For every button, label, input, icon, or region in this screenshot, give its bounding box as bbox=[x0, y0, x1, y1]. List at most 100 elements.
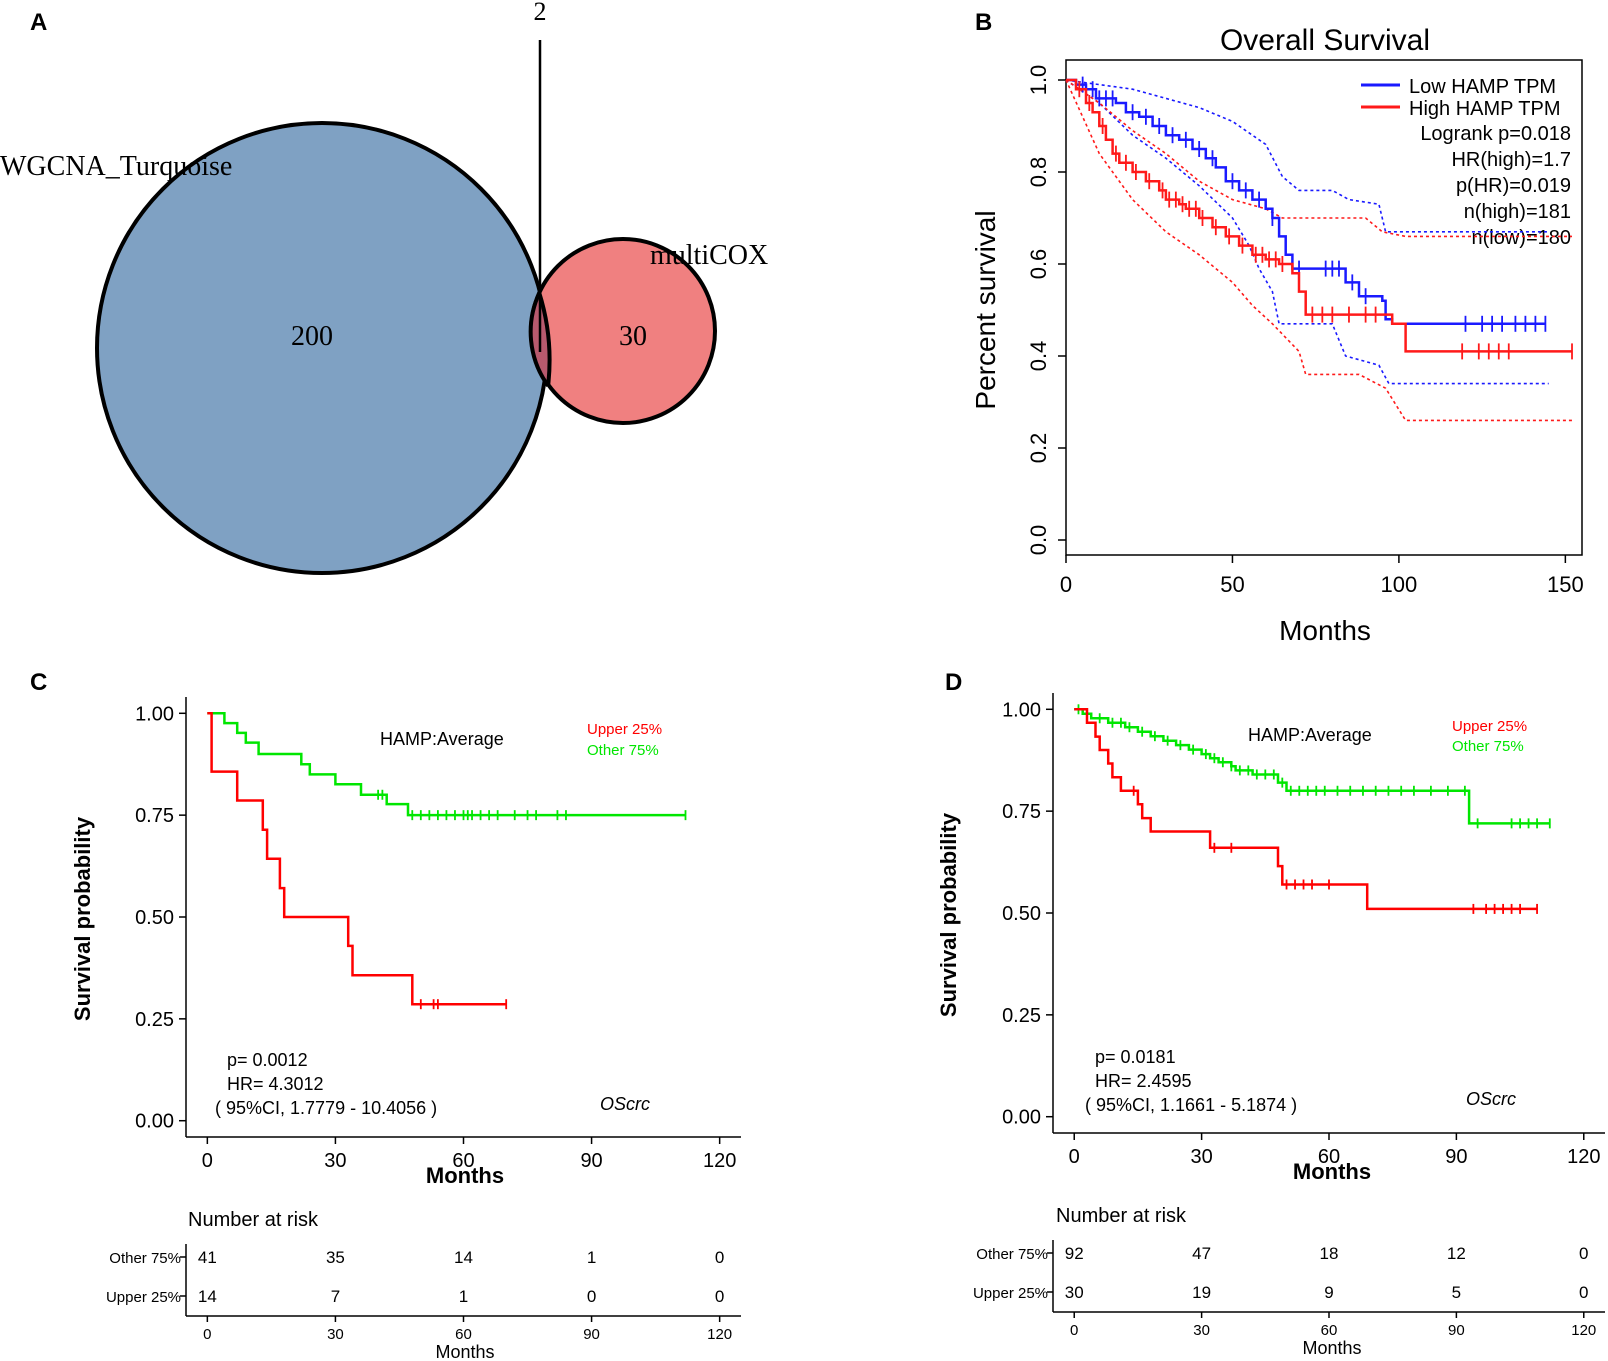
risk-cell: 1 bbox=[587, 1248, 596, 1267]
x-tick-label: 90 bbox=[580, 1150, 602, 1172]
survival-curve-1 bbox=[207, 712, 507, 1006]
legend-stat-phr: p(HR)=0.019 bbox=[1456, 175, 1571, 197]
risk-cell: 7 bbox=[331, 1287, 340, 1306]
risk-table-title: Number at risk bbox=[1056, 1205, 1187, 1227]
x-tick-label: 50 bbox=[1220, 572, 1244, 597]
x-tick-label: 0 bbox=[1069, 1146, 1080, 1168]
x-tick-label: 60 bbox=[452, 1150, 474, 1172]
risk-table-x-label: Months bbox=[435, 1342, 494, 1361]
risk-cell: 12 bbox=[1447, 1244, 1466, 1263]
x-tick-label: 60 bbox=[1318, 1146, 1340, 1168]
risk-cell: 35 bbox=[326, 1248, 345, 1267]
x-tick-label: 120 bbox=[1567, 1146, 1600, 1168]
risk-x-tick-label: 30 bbox=[327, 1326, 344, 1343]
x-tick-label: 150 bbox=[1547, 572, 1584, 597]
x-axis-label: Months bbox=[426, 1163, 504, 1188]
venn-diagram: 2 WGCNA_Turquoise multiCOX 200 30 bbox=[0, 0, 768, 575]
chart-overall-survival: Overall Survival Months Percent survival… bbox=[970, 24, 1584, 646]
ci-lower-1 bbox=[1065, 79, 1572, 422]
panel-label-d: D bbox=[945, 669, 962, 696]
y-tick-label: 0.00 bbox=[135, 1111, 174, 1133]
venn-set-multicox-count: 30 bbox=[619, 321, 647, 352]
survival-curve-1 bbox=[1066, 78, 1572, 353]
y-tick-label: 0.00 bbox=[1002, 1107, 1041, 1129]
legend-label-upper: Upper 25% bbox=[1452, 718, 1527, 735]
ci-lower-0 bbox=[1065, 79, 1549, 385]
x-axis-label: Months bbox=[1293, 1159, 1371, 1184]
y-tick-label: 0.50 bbox=[135, 907, 174, 929]
panel-label-a: A bbox=[30, 9, 47, 36]
survival-curve-0 bbox=[1066, 78, 1546, 326]
legend-stat-nlow: n(low)=180 bbox=[1471, 227, 1571, 249]
y-tick-label: 0.2 bbox=[1026, 433, 1051, 464]
risk-x-tick-label: 120 bbox=[707, 1326, 732, 1343]
chart-title: Overall Survival bbox=[1220, 24, 1430, 57]
risk-cell: 41 bbox=[198, 1248, 217, 1267]
risk-cell: 14 bbox=[198, 1287, 217, 1306]
x-axis-label: Months bbox=[1279, 615, 1371, 646]
risk-row-label-upper: Upper 25% bbox=[973, 1285, 1048, 1302]
plot-frame bbox=[1065, 59, 1583, 556]
risk-x-tick-label: 30 bbox=[1193, 1322, 1210, 1339]
cohort-label: OScrc bbox=[1466, 1089, 1516, 1109]
risk-x-tick-label: 60 bbox=[455, 1326, 472, 1343]
legend-stat-logrank: Logrank p=0.018 bbox=[1420, 123, 1571, 145]
stat-ci: ( 95%CI, 1.1661 - 5.1874 ) bbox=[1085, 1095, 1297, 1115]
y-tick-label: 0.6 bbox=[1026, 249, 1051, 280]
y-tick-label: 0.25 bbox=[1002, 1005, 1041, 1027]
risk-row-label-upper: Upper 25% bbox=[106, 1289, 181, 1306]
risk-cell: 9 bbox=[1324, 1283, 1333, 1302]
venn-set-wgcna-label: WGCNA_Turquoise bbox=[0, 151, 232, 182]
y-tick-label: 0.8 bbox=[1026, 157, 1051, 188]
ci-upper-0 bbox=[1065, 79, 1549, 233]
venn-set-wgcna-count: 200 bbox=[291, 321, 333, 352]
panel-label-b: B bbox=[975, 9, 992, 36]
risk-cell: 14 bbox=[454, 1248, 473, 1267]
risk-cell: 47 bbox=[1192, 1244, 1211, 1263]
stat-hr: HR= 2.4595 bbox=[1095, 1071, 1192, 1091]
legend-stat-hr: HR(high)=1.7 bbox=[1451, 149, 1571, 171]
risk-x-tick-label: 90 bbox=[583, 1326, 600, 1343]
chart-legend: Low HAMP TPM High HAMP TPM Logrank p=0.0… bbox=[1361, 76, 1571, 249]
risk-cell: 19 bbox=[1192, 1283, 1211, 1302]
y-axis-label: Survival probability bbox=[936, 812, 961, 1017]
risk-table-title: Number at risk bbox=[188, 1209, 319, 1231]
x-tick-label: 0 bbox=[202, 1150, 213, 1172]
legend-label-other: Other 75% bbox=[1452, 738, 1524, 755]
risk-x-tick-label: 120 bbox=[1571, 1322, 1596, 1339]
risk-cell: 92 bbox=[1065, 1244, 1084, 1263]
y-tick-label: 0.75 bbox=[135, 805, 174, 827]
risk-cell: 30 bbox=[1065, 1283, 1084, 1302]
legend-label-other: Other 75% bbox=[587, 742, 659, 759]
survival-curve-0 bbox=[207, 712, 686, 817]
annotation-gene: HAMP:Average bbox=[1248, 725, 1372, 745]
y-tick-label: 1.00 bbox=[1002, 699, 1041, 721]
chart-km-d: Months Survival probability HAMP:Average… bbox=[936, 693, 1605, 1358]
risk-cell: 0 bbox=[1579, 1244, 1588, 1263]
risk-x-tick-label: 0 bbox=[1070, 1322, 1078, 1339]
legend-label-high: High HAMP TPM bbox=[1409, 98, 1561, 120]
venn-set-multicox-label: multiCOX bbox=[650, 240, 768, 271]
venn-overlap-outline-2 bbox=[528, 292, 550, 387]
survival-curve-0 bbox=[1074, 708, 1550, 825]
risk-cell: 0 bbox=[715, 1287, 724, 1306]
risk-cell: 18 bbox=[1320, 1244, 1339, 1263]
y-tick-label: 1.0 bbox=[1026, 65, 1051, 96]
stat-hr: HR= 4.3012 bbox=[227, 1074, 324, 1094]
risk-cell: 0 bbox=[1579, 1283, 1588, 1302]
legend-stat-nhigh: n(high)=181 bbox=[1464, 201, 1571, 223]
x-tick-label: 90 bbox=[1445, 1146, 1467, 1168]
cohort-label: OScrc bbox=[600, 1094, 650, 1114]
y-tick-label: 0.75 bbox=[1002, 801, 1041, 823]
survival-curve-1 bbox=[1074, 708, 1538, 911]
y-tick-label: 0.4 bbox=[1026, 341, 1051, 372]
risk-cell: 5 bbox=[1452, 1283, 1461, 1302]
x-tick-label: 100 bbox=[1381, 572, 1418, 597]
legend-label-upper: Upper 25% bbox=[587, 721, 662, 738]
chart-km-c: Months Survival probability HAMP:Average… bbox=[70, 697, 741, 1361]
risk-row-label-other: Other 75% bbox=[976, 1246, 1048, 1263]
y-tick-label: 0.25 bbox=[135, 1009, 174, 1031]
x-tick-label: 30 bbox=[1190, 1146, 1212, 1168]
y-tick-label: 0.0 bbox=[1026, 525, 1051, 556]
